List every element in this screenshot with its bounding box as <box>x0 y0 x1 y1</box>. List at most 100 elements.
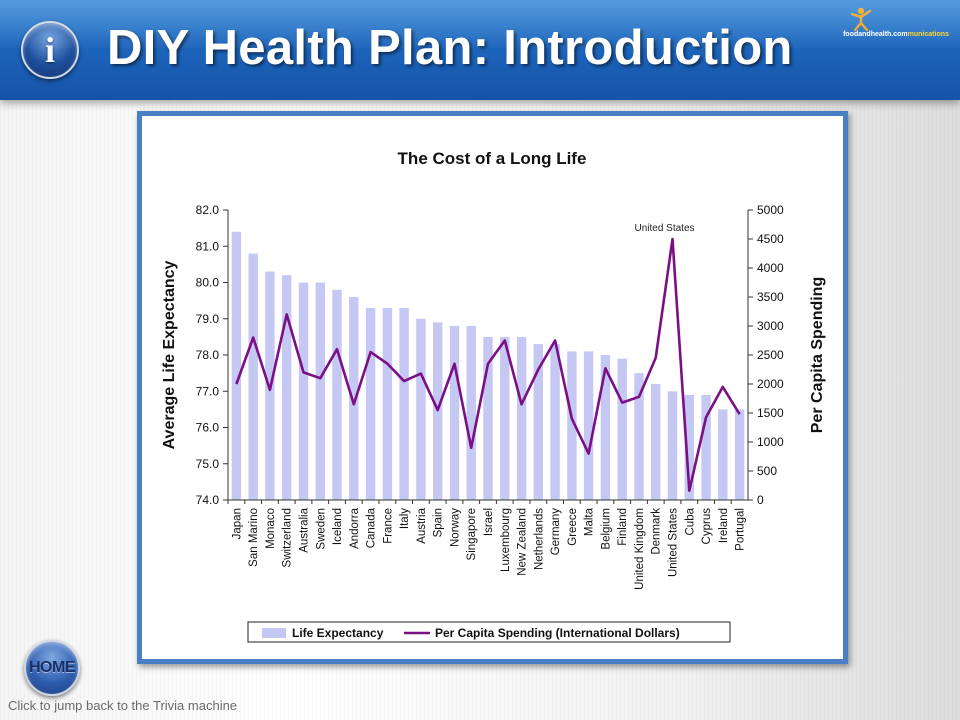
bar-switzerland <box>282 275 292 500</box>
bar-denmark <box>651 384 661 500</box>
left-axis-ticks: 82.0 81.0 80.0 79.0 78.0 77.0 76.0 75.0 74.0 <box>196 203 228 507</box>
legend-bar-swatch <box>262 628 286 638</box>
home-button-label: HOME <box>29 659 76 676</box>
country-label-austria: Austria <box>416 507 428 543</box>
home-hint-text: Click to jump back to the Trivia machine <box>8 698 238 713</box>
country-label-singapore: Singapore <box>466 508 478 560</box>
bar-sweden <box>315 282 325 500</box>
bar-united-kingdom <box>634 373 644 500</box>
country-label-finland: Finland <box>617 508 629 546</box>
country-label-luxembourg: Luxembourg <box>500 508 512 572</box>
country-label-andorra: Andorra <box>349 507 361 549</box>
bar-canada <box>365 307 376 500</box>
right-tick-label: 2000 <box>757 377 784 391</box>
right-tick-label: 3000 <box>757 319 784 333</box>
life-expectancy-vs-spending-chart: The Cost of a Long Life 82.0 81.0 80.0 79.0… <box>161 149 826 643</box>
country-label-italy: Italy <box>399 508 411 529</box>
bar-germany <box>550 344 560 500</box>
bar-netherlands <box>533 344 543 500</box>
country-label-norway: Norway <box>449 508 461 547</box>
country-label-netherlands: Netherlands <box>533 508 545 570</box>
country-label-san-marino: San Marino <box>248 508 260 567</box>
bar-austria <box>416 318 426 501</box>
country-labels: Japan San Marino Monaco Switzerland Australi… <box>227 500 747 590</box>
logo-figure-icon <box>850 7 872 32</box>
right-tick-label: 1000 <box>757 435 784 449</box>
legend-label-spending: Per Capita Spending (International Dolla… <box>435 626 680 640</box>
right-tick-label: 4000 <box>757 261 784 275</box>
home-button[interactable]: HOME <box>24 640 80 696</box>
right-tick-label: 1500 <box>757 406 784 420</box>
country-label-portugal: Portugal <box>735 508 747 551</box>
legend-label-life-expectancy: Life Expectancy <box>292 626 384 640</box>
left-tick-label: 81.0 <box>196 239 220 253</box>
legend-box <box>247 621 731 643</box>
bar-portugal <box>734 409 745 500</box>
left-tick-label: 80.0 <box>196 276 220 290</box>
bar-new-zealand <box>516 336 527 500</box>
country-label-denmark: Denmark <box>651 508 663 555</box>
chart-title: The Cost of a Long Life <box>398 149 587 168</box>
country-label-united-kingdom: United Kingdom <box>634 508 646 590</box>
info-icon: i <box>21 21 79 79</box>
bar-united-states <box>667 391 678 501</box>
chart-panel: The Cost of a Long Life 82.0 81.0 80.0 79.0… <box>142 116 843 659</box>
left-tick-label: 82.0 <box>196 203 220 217</box>
bar-cyprus <box>701 394 711 500</box>
right-tick-label: 3500 <box>757 290 784 304</box>
country-label-monaco: Monaco <box>265 508 277 549</box>
bar-ireland <box>718 409 728 500</box>
right-axis-label: Per Capita Spending <box>809 277 826 433</box>
bar-iceland <box>332 289 342 500</box>
bar-luxembourg <box>500 336 510 500</box>
country-label-france: France <box>382 508 394 544</box>
country-label-cyprus: Cyprus <box>701 508 713 545</box>
left-tick-label: 74.0 <box>196 493 220 507</box>
left-tick-label: 75.0 <box>196 457 220 471</box>
bar-belgium <box>600 355 611 500</box>
country-label-japan: Japan <box>231 508 243 539</box>
bar-andorra <box>349 297 359 500</box>
right-tick-label: 5000 <box>757 203 784 217</box>
chart-legend: Life Expectancy Per Capita Spending (Int… <box>247 621 731 643</box>
country-label-germany: Germany <box>550 508 562 556</box>
bar-singapore <box>466 326 476 500</box>
title-bar: i DIY Health Plan: Introduction foodandh… <box>0 0 960 100</box>
country-label-australia: Australia <box>298 507 310 552</box>
country-label-greece: Greece <box>567 508 579 546</box>
country-label-new-zealand: New Zealand <box>517 508 529 576</box>
bar-san-marino <box>248 253 258 500</box>
country-label-switzerland: Switzerland <box>282 508 294 567</box>
left-tick-label: 78.0 <box>196 348 220 362</box>
logo-text-part-2: munications <box>907 31 949 38</box>
left-tick-label: 77.0 <box>196 384 220 398</box>
bar-cuba <box>684 394 694 500</box>
bar-israel <box>483 336 493 500</box>
brand-logo: foodandhealth.communications <box>838 6 954 40</box>
us-annotation: United States <box>634 223 694 234</box>
logo-text: foodandhealth.communications <box>838 31 954 38</box>
logo-text-part-1: foodandhealth.com <box>843 31 908 38</box>
country-label-spain: Spain <box>433 508 445 537</box>
bar-japan <box>231 231 242 500</box>
right-tick-label: 2500 <box>757 348 784 362</box>
country-label-cuba: Cuba <box>684 507 696 535</box>
bar-norway <box>449 326 460 500</box>
bar-australia <box>298 282 309 500</box>
left-tick-label: 79.0 <box>196 312 220 326</box>
spending-line <box>235 237 741 492</box>
right-tick-label: 4500 <box>757 232 784 246</box>
chart-frame: The Cost of a Long Life 82.0 81.0 80.0 79.0… <box>137 111 848 664</box>
bar-finland <box>617 358 627 500</box>
bar-greece <box>567 351 577 500</box>
country-label-united-states: United States <box>668 508 680 577</box>
country-label-belgium: Belgium <box>600 508 612 550</box>
life-expectancy-bars <box>231 231 745 501</box>
country-label-sweden: Sweden <box>315 508 327 550</box>
right-tick-label: 500 <box>757 464 777 478</box>
page-title: DIY Health Plan: Introduction <box>107 21 793 75</box>
left-tick-label: 76.0 <box>196 421 220 435</box>
right-tick-label: 0 <box>757 493 764 507</box>
left-axis-label: Average Life Expectancy <box>161 260 178 449</box>
